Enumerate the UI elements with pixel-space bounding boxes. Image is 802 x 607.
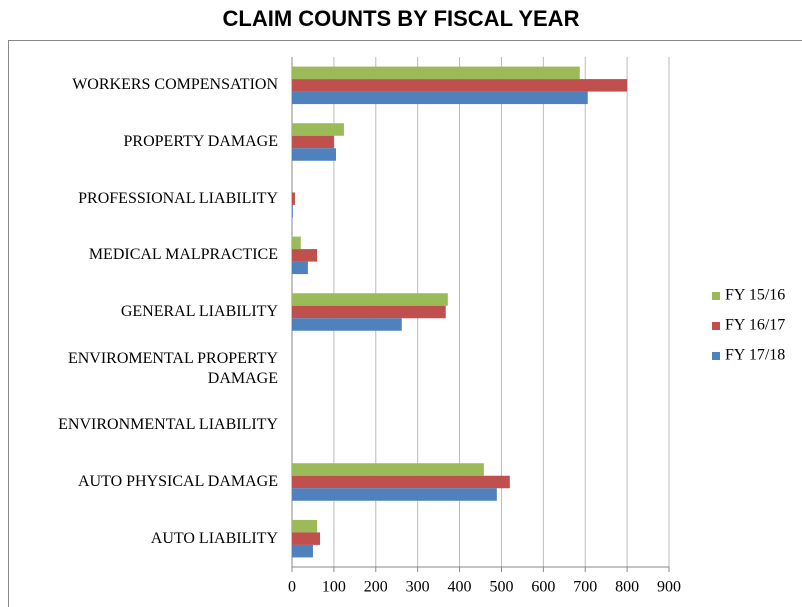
- bar: [292, 236, 301, 250]
- bar: [292, 204, 293, 218]
- x-tick-label: 500: [489, 579, 513, 596]
- x-tick-label: 800: [615, 579, 639, 596]
- legend-label: FY 16/17: [725, 317, 785, 334]
- bar: [292, 463, 484, 476]
- legend-swatch: [712, 292, 720, 300]
- x-tick-label: 200: [364, 579, 388, 596]
- bar: [292, 488, 497, 501]
- bar: [292, 148, 336, 161]
- bar: [292, 318, 402, 331]
- bar: [292, 249, 318, 262]
- bar: [292, 135, 334, 149]
- bar: [292, 293, 448, 306]
- bar: [292, 305, 446, 319]
- legend-label: FY 17/18: [725, 347, 785, 364]
- x-tick-label: 300: [406, 579, 430, 596]
- bar: [292, 519, 318, 533]
- chart-frame: [8, 40, 802, 607]
- bar: [292, 79, 628, 92]
- x-tick-label: 700: [573, 579, 597, 596]
- y-tick-label: AUTO LIABILITY: [150, 529, 278, 547]
- x-tick-label: 100: [322, 579, 346, 596]
- bar: [292, 544, 313, 558]
- x-tick-label: 600: [531, 579, 555, 596]
- legend-swatch: [712, 352, 720, 360]
- bar: [292, 123, 344, 136]
- y-tick-label: ENVIROMENTAL PROPERTY DAMAGE: [67, 349, 278, 387]
- y-tick-label: PROPERTY DAMAGE: [123, 133, 278, 150]
- y-tick-label: WORKERS COMPENSATION: [72, 76, 278, 94]
- legend-label: FY 15/16: [725, 287, 785, 304]
- y-tick-label: GENERAL LIABILITY: [120, 303, 278, 320]
- y-tick-label: ENVIRONMENTAL LIABILITY: [58, 416, 278, 434]
- bar: [292, 192, 295, 205]
- chart-title: CLAIM COUNTS BY FISCAL YEAR: [222, 6, 580, 31]
- bar: [292, 261, 308, 275]
- bar: [292, 532, 321, 545]
- y-tick-label: AUTO PHYSICAL DAMAGE: [77, 473, 278, 490]
- bar: [292, 475, 510, 489]
- y-tick-label: MEDICAL MALPRACTICE: [88, 246, 278, 264]
- legend-swatch: [712, 322, 720, 330]
- x-tick-label: 0: [288, 579, 296, 596]
- y-tick-label: PROFESSIONAL LIABILITY: [78, 189, 278, 207]
- x-tick-label: 900: [657, 579, 681, 596]
- x-tick-label: 400: [448, 579, 472, 596]
- bar: [292, 66, 580, 80]
- bar: [292, 91, 588, 105]
